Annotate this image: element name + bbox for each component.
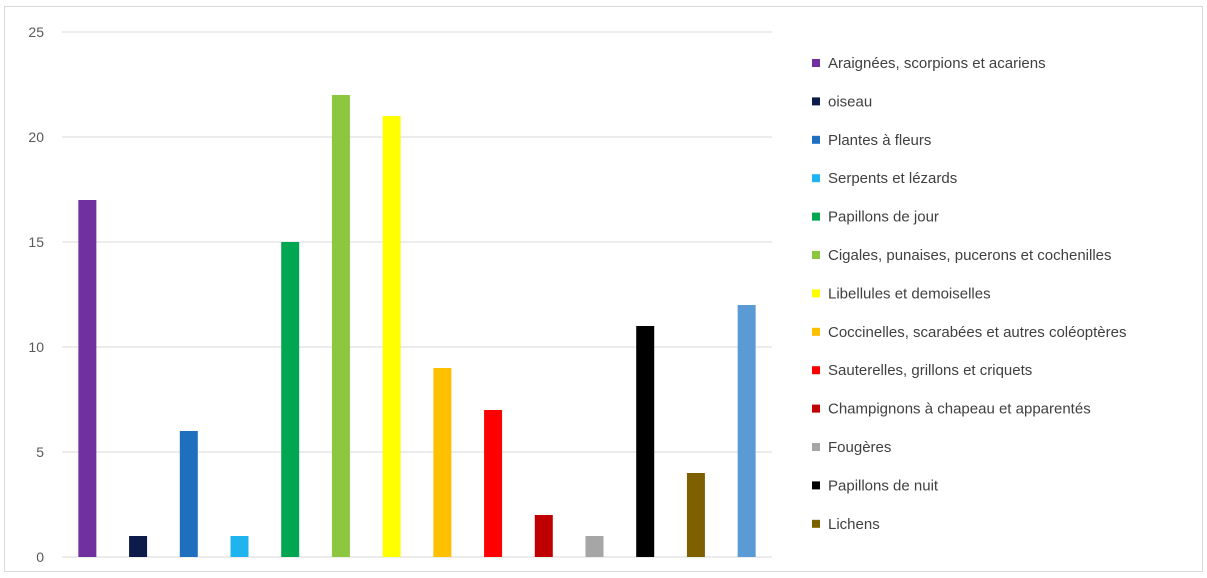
legend: Araignées, scorpions et acariens oiseau Pl… <box>812 55 1127 533</box>
bar-13 <box>737 305 756 557</box>
bars <box>78 95 756 557</box>
legend-swatch-12 <box>812 519 820 528</box>
bar-3 <box>230 536 249 557</box>
legend-label-7: Coccinelles, scarabées et autres coléopt… <box>828 324 1127 341</box>
bar-9 <box>534 515 553 557</box>
bar-12 <box>686 473 705 557</box>
bar-0 <box>78 200 97 557</box>
bar-10 <box>585 536 604 557</box>
gridlines <box>62 31 772 558</box>
y-tick-label-5: 25 <box>28 24 44 40</box>
legend-label-2: Plantes à fleurs <box>828 132 931 149</box>
legend-label-8: Sauterelles, grillons et criquets <box>828 362 1032 379</box>
legend-swatch-5 <box>812 251 820 259</box>
legend-label-5: Cigales, punaises, pucerons et cochenill… <box>828 247 1112 264</box>
bar-5 <box>331 95 350 557</box>
legend-label-0: Araignées, scorpions et acariens <box>828 55 1046 72</box>
legend-label-1: oiseau <box>828 93 872 110</box>
legend-label-4: Papillons de jour <box>828 209 939 226</box>
y-tick-label-3: 15 <box>28 234 44 250</box>
legend-swatch-1 <box>812 97 820 106</box>
legend-swatch-6 <box>812 289 820 298</box>
bar-11 <box>636 326 655 557</box>
legend-swatch-7 <box>812 327 820 336</box>
legend-swatch-2 <box>812 135 820 144</box>
bar-2 <box>179 431 198 557</box>
bar-8 <box>484 410 503 557</box>
bar-6 <box>382 116 401 557</box>
y-tick-label-1: 5 <box>36 444 44 460</box>
legend-label-6: Libellules et demoiselles <box>828 285 991 302</box>
legend-label-12: Lichens <box>828 516 880 533</box>
legend-label-9: Champignons à chapeau et apparentés <box>828 401 1091 418</box>
y-axis-tick-labels: 0 5 10 15 20 25 <box>28 24 44 565</box>
legend-swatch-9 <box>812 404 820 413</box>
legend-label-3: Serpents et lézards <box>828 170 957 187</box>
bar-7 <box>433 368 452 557</box>
y-tick-label-4: 20 <box>28 129 44 145</box>
legend-swatch-11 <box>812 481 820 490</box>
bar-1 <box>129 536 148 557</box>
legend-swatch-8 <box>812 366 820 375</box>
legend-swatch-10 <box>812 443 820 451</box>
legend-swatch-4 <box>812 212 820 221</box>
legend-label-10: Fougères <box>828 439 891 456</box>
legend-label-11: Papillons de nuit <box>828 477 939 494</box>
legend-swatch-3 <box>812 174 820 183</box>
y-tick-label-2: 10 <box>28 339 44 355</box>
bar-4 <box>281 242 300 557</box>
y-tick-label-0: 0 <box>36 549 44 565</box>
chart-frame <box>4 6 1203 572</box>
legend-swatch-0 <box>812 59 820 67</box>
